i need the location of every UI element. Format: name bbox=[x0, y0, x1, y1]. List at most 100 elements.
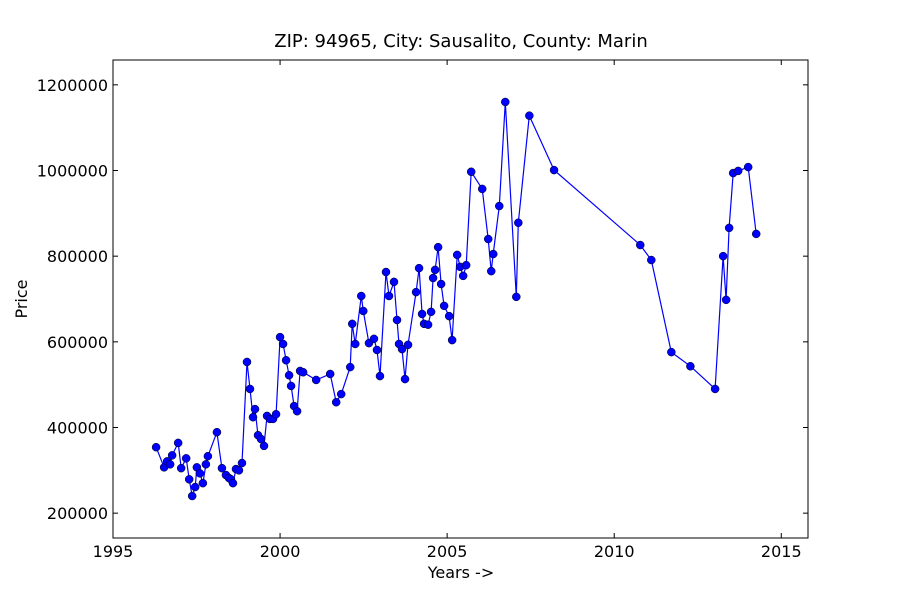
marker bbox=[190, 482, 200, 492]
marker bbox=[514, 218, 523, 228]
plot-frame bbox=[112, 59, 809, 539]
y-tick-label: 400000 bbox=[47, 418, 108, 437]
x-axis-label: Years -> bbox=[427, 563, 494, 582]
marker bbox=[357, 291, 366, 301]
marker bbox=[345, 362, 355, 372]
marker bbox=[237, 458, 247, 468]
marker bbox=[512, 292, 521, 302]
marker bbox=[278, 339, 288, 349]
marker bbox=[751, 229, 761, 239]
marker bbox=[428, 273, 438, 283]
marker bbox=[686, 361, 695, 371]
marker bbox=[426, 307, 436, 317]
marker bbox=[403, 340, 413, 350]
marker bbox=[423, 320, 433, 329]
marker bbox=[176, 463, 186, 473]
marker bbox=[228, 478, 238, 488]
marker bbox=[281, 355, 291, 365]
marker bbox=[433, 242, 443, 252]
x-tick-label: 2005 bbox=[427, 542, 468, 561]
marker bbox=[173, 438, 183, 448]
marker bbox=[381, 267, 391, 277]
marker bbox=[411, 287, 421, 297]
marker bbox=[217, 463, 227, 473]
marker bbox=[292, 406, 302, 416]
marker bbox=[392, 315, 402, 325]
marker bbox=[724, 223, 734, 233]
marker bbox=[167, 451, 177, 460]
marker bbox=[495, 201, 504, 211]
marker bbox=[212, 427, 222, 437]
marker bbox=[151, 442, 161, 452]
marker bbox=[286, 381, 296, 391]
marker bbox=[452, 250, 462, 260]
y-axis-label: Price bbox=[12, 279, 31, 318]
marker bbox=[298, 367, 308, 377]
chart-title: ZIP: 94965, City: Sausalito, County: Mar… bbox=[274, 31, 647, 52]
x-tick-label: 2010 bbox=[594, 542, 635, 561]
marker bbox=[375, 371, 385, 381]
marker bbox=[248, 412, 258, 422]
y-tick-label: 1000000 bbox=[37, 162, 108, 181]
marker bbox=[311, 375, 321, 385]
marker bbox=[647, 255, 656, 265]
marker bbox=[549, 165, 559, 175]
marker bbox=[284, 370, 294, 380]
marker bbox=[667, 347, 676, 357]
marker bbox=[245, 384, 255, 394]
marker bbox=[439, 301, 449, 311]
marker bbox=[501, 97, 510, 107]
marker bbox=[347, 319, 357, 329]
marker bbox=[389, 277, 399, 287]
marker bbox=[397, 344, 407, 354]
x-tick-label: 1995 bbox=[93, 542, 134, 561]
marker bbox=[444, 311, 454, 321]
marker bbox=[195, 469, 205, 478]
marker bbox=[414, 263, 424, 273]
marker bbox=[198, 478, 208, 488]
marker bbox=[486, 266, 496, 276]
marker bbox=[325, 369, 335, 379]
y-tick-label: 1200000 bbox=[37, 76, 108, 95]
marker bbox=[710, 384, 720, 394]
marker bbox=[417, 309, 427, 319]
marker bbox=[203, 451, 213, 461]
marker bbox=[436, 279, 446, 289]
marker bbox=[400, 374, 410, 384]
marker bbox=[636, 240, 645, 250]
marker bbox=[430, 265, 440, 275]
marker bbox=[743, 162, 753, 172]
marker bbox=[483, 234, 493, 244]
marker bbox=[461, 260, 471, 270]
marker bbox=[165, 460, 175, 469]
marker bbox=[718, 251, 728, 261]
marker bbox=[234, 466, 244, 475]
marker bbox=[525, 111, 534, 120]
marker bbox=[201, 460, 211, 469]
marker bbox=[336, 389, 346, 399]
marker bbox=[259, 441, 269, 451]
marker bbox=[187, 491, 197, 501]
marker bbox=[369, 334, 379, 344]
marker bbox=[271, 409, 281, 419]
marker bbox=[350, 339, 360, 349]
marker bbox=[331, 397, 341, 407]
y-tick-label: 800000 bbox=[47, 247, 108, 266]
marker bbox=[181, 454, 191, 463]
marker bbox=[477, 184, 487, 194]
y-tick-label: 200000 bbox=[47, 504, 108, 523]
marker bbox=[466, 167, 476, 177]
x-tick-label: 2000 bbox=[260, 542, 301, 561]
marker bbox=[458, 271, 468, 281]
marker bbox=[384, 291, 394, 301]
marker bbox=[733, 166, 743, 176]
marker bbox=[447, 335, 457, 345]
marker bbox=[242, 357, 252, 367]
marker bbox=[372, 345, 382, 355]
y-tick-label: 600000 bbox=[47, 333, 108, 352]
marker bbox=[721, 295, 731, 305]
marker bbox=[184, 475, 194, 484]
marker bbox=[359, 306, 368, 316]
